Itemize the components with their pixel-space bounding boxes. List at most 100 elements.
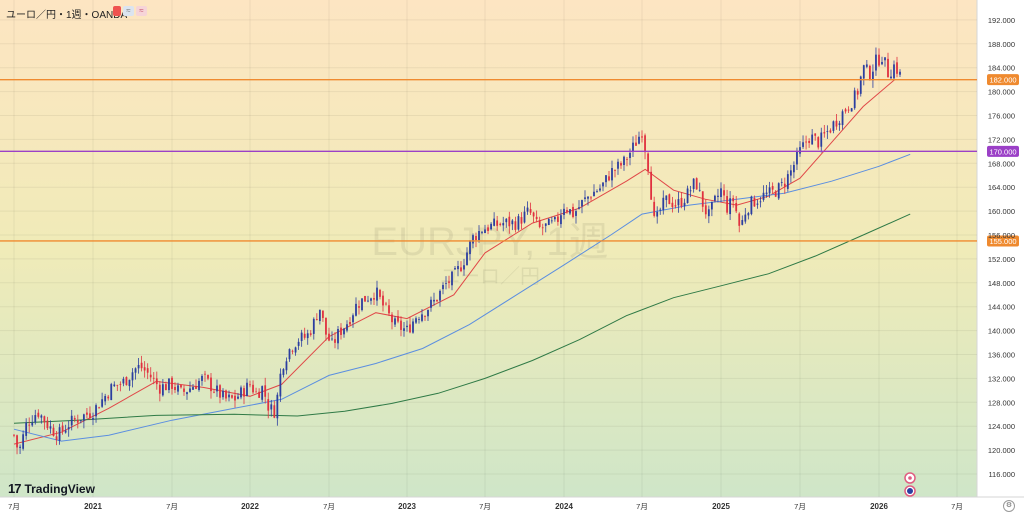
x-tick-label: 7月 bbox=[8, 502, 20, 511]
candle bbox=[134, 367, 137, 380]
candle bbox=[352, 313, 354, 328]
candle bbox=[520, 212, 523, 230]
candle bbox=[110, 382, 113, 401]
candle bbox=[762, 185, 765, 202]
hline-label-bg-upper-resistance bbox=[987, 74, 1019, 86]
candle bbox=[98, 406, 100, 409]
indicator-markers[interactable] bbox=[904, 472, 916, 497]
candle bbox=[865, 60, 868, 69]
y-tick-label: 144.000 bbox=[988, 303, 1015, 312]
candle bbox=[532, 211, 535, 223]
flag-icon[interactable] bbox=[113, 6, 121, 16]
horizontal-lines[interactable]: 182.000 170.000 155.000 bbox=[0, 74, 1019, 247]
candle bbox=[43, 415, 46, 430]
candle bbox=[771, 182, 774, 194]
plot-background bbox=[0, 0, 977, 497]
candle bbox=[805, 135, 807, 150]
candle bbox=[847, 106, 850, 113]
candle bbox=[101, 392, 104, 408]
candle bbox=[222, 388, 224, 400]
candle bbox=[457, 260, 459, 277]
candle bbox=[358, 300, 360, 315]
hline-label-middle-line: 170.000 bbox=[989, 147, 1016, 156]
candle bbox=[738, 212, 741, 233]
candle bbox=[499, 222, 502, 227]
time-axis[interactable]: 7月 2021 7月 2022 7月 2023 7月 2024 7月 2025 7月 2026 7月 bbox=[8, 502, 963, 511]
candle bbox=[318, 309, 321, 325]
candle bbox=[58, 423, 61, 445]
candle bbox=[415, 316, 417, 324]
time-axis-panel[interactable] bbox=[0, 497, 1024, 514]
y-tick-label: 160.000 bbox=[988, 207, 1015, 216]
candle bbox=[768, 181, 771, 198]
candle bbox=[273, 400, 276, 419]
candle bbox=[442, 282, 444, 295]
watermark-symbol: EURJPY, 1週 bbox=[371, 220, 608, 264]
candle bbox=[475, 232, 477, 248]
candle bbox=[76, 414, 79, 429]
candle bbox=[553, 216, 556, 222]
candle bbox=[119, 381, 122, 392]
candle bbox=[659, 207, 662, 215]
candle bbox=[122, 376, 125, 387]
symbol-title[interactable]: ユーロ／円・1週・OANDA bbox=[6, 10, 128, 21]
candle bbox=[726, 189, 728, 215]
candle bbox=[680, 192, 683, 209]
symbol-badges: ≈ ≈ bbox=[113, 6, 147, 16]
candle bbox=[632, 136, 634, 157]
price-axis[interactable]: 116.000 120.000 124.000 128.000 132.000 136.0… bbox=[988, 16, 1015, 479]
candle bbox=[192, 384, 194, 391]
candle bbox=[569, 208, 571, 216]
watermark-subtitle: ユーロ／円 bbox=[440, 266, 540, 288]
candle bbox=[862, 64, 865, 86]
candle bbox=[198, 378, 200, 392]
candle bbox=[294, 346, 297, 356]
candle bbox=[309, 330, 312, 337]
candle bbox=[55, 431, 58, 446]
candle bbox=[526, 201, 529, 215]
candle bbox=[783, 177, 786, 194]
candle bbox=[744, 208, 747, 224]
candle bbox=[832, 120, 835, 134]
x-tick-label: 7月 bbox=[479, 502, 491, 511]
y-tick-label: 164.000 bbox=[988, 183, 1015, 192]
candle bbox=[400, 316, 402, 337]
candle bbox=[255, 387, 257, 393]
candle bbox=[204, 370, 206, 382]
candle bbox=[487, 224, 489, 235]
x-tick-label: 2021 bbox=[84, 502, 102, 511]
candle bbox=[584, 190, 586, 202]
x-tick-label: 7月 bbox=[951, 502, 963, 511]
status-pill-icon[interactable]: ≈ bbox=[123, 6, 134, 16]
candle bbox=[481, 231, 483, 235]
status-pill-icon-2[interactable]: ≈ bbox=[136, 6, 147, 16]
candle bbox=[64, 424, 67, 434]
tradingview-logo[interactable]: 17 TradingView bbox=[8, 481, 95, 496]
candle bbox=[575, 208, 577, 224]
candle bbox=[689, 185, 692, 198]
candle bbox=[829, 128, 832, 134]
candle bbox=[282, 368, 285, 378]
candle bbox=[647, 152, 649, 176]
candle bbox=[899, 69, 901, 78]
x-tick-label: 2025 bbox=[712, 502, 730, 511]
hline-label-bg-middle-line bbox=[987, 145, 1019, 157]
candle bbox=[875, 47, 877, 76]
settings-gear-icon[interactable]: ⚙ bbox=[1003, 500, 1015, 512]
y-tick-label: 132.000 bbox=[988, 374, 1015, 383]
candle bbox=[626, 156, 628, 167]
candle bbox=[838, 120, 841, 131]
y-tick-label: 140.000 bbox=[988, 327, 1015, 336]
candle bbox=[644, 133, 646, 160]
y-tick-label: 172.000 bbox=[988, 135, 1015, 144]
candle bbox=[243, 385, 245, 405]
candle bbox=[692, 178, 695, 193]
candle bbox=[695, 177, 698, 190]
candle bbox=[40, 414, 43, 424]
hline-label-lower-support: 155.000 bbox=[989, 237, 1016, 246]
candle bbox=[152, 372, 155, 385]
candle bbox=[844, 107, 847, 114]
candle bbox=[364, 295, 366, 302]
candle bbox=[73, 415, 76, 423]
